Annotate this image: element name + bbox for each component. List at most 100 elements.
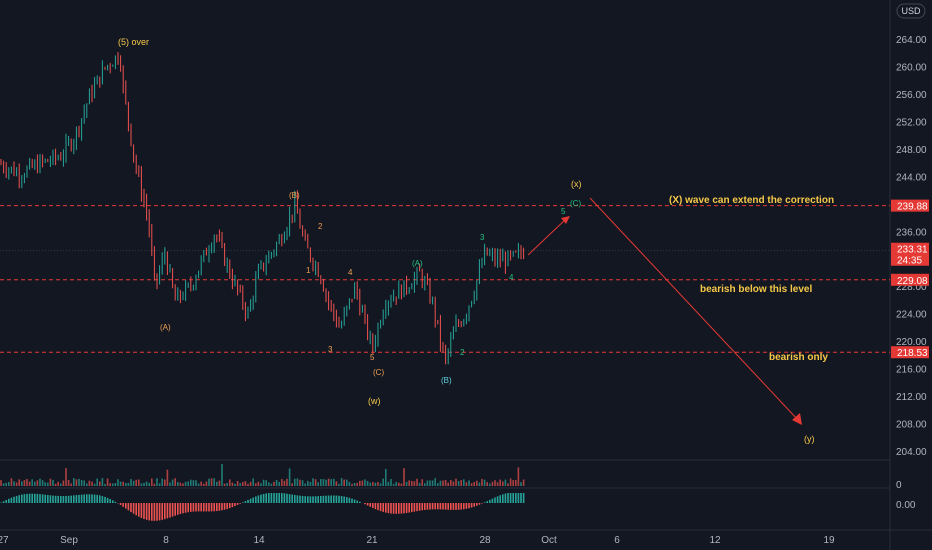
price-tick-label: 248.00 (896, 145, 927, 156)
oscillator-bar (312, 496, 314, 503)
oscillator-bar (242, 502, 244, 503)
price-tick-label: 224.00 (896, 310, 927, 321)
oscillator-bar (390, 503, 392, 514)
price-tag-label: 233.31 (897, 245, 928, 256)
support-resistance-levels (0, 205, 890, 353)
oscillator-bar (457, 503, 460, 510)
volume-bar (398, 482, 400, 486)
volume-bar (122, 481, 124, 486)
volume-bar (130, 479, 132, 486)
oscillator-bar (273, 493, 275, 503)
annotation-wave-5: 5 (370, 353, 375, 362)
oscillator-bar (67, 495, 70, 503)
oscillator-bar (2, 501, 5, 503)
price-tag-label: 24:35 (897, 256, 922, 267)
volume-bar (39, 478, 41, 486)
volume-bar (260, 483, 262, 486)
oscillator-bar (187, 503, 189, 513)
volume-bar (192, 480, 195, 486)
oscillator-bar (200, 503, 202, 512)
oscillator-bar (5, 499, 7, 503)
volume-bar (223, 483, 226, 486)
price-tick-label: 260.00 (896, 62, 927, 73)
price-tick-label: 228.00 (896, 282, 927, 293)
oscillator-bar (405, 503, 408, 513)
volume-bar (161, 478, 163, 486)
oscillator-bar (190, 503, 192, 512)
annotation-wave-5-green: 5 (561, 207, 566, 216)
price-tag-label: 229.08 (897, 276, 928, 287)
volume-bar (34, 481, 36, 486)
price-tick-label: 212.00 (896, 392, 927, 403)
volume-bar (429, 480, 431, 486)
volume-bar (70, 483, 72, 486)
oscillator-bar (15, 495, 18, 503)
oscillator-bar (366, 503, 369, 506)
annotation-wave-2: 2 (318, 222, 323, 231)
projection-arrow-down-icon (792, 413, 802, 425)
volume-bar (335, 481, 338, 486)
oscillator-bar (101, 496, 104, 503)
volume-bar (190, 479, 192, 486)
oscillator-bar (470, 503, 473, 508)
volume-bar (15, 482, 18, 486)
volume-bar (18, 479, 20, 486)
oscillator-bar (494, 497, 496, 503)
volume-bar (515, 479, 517, 486)
oscillator-bar (41, 494, 44, 503)
volume-bar (504, 479, 507, 486)
volume-bar (304, 483, 306, 486)
volume-bar (112, 483, 114, 486)
annotation-A-orange: (A) (160, 323, 171, 332)
oscillator-bar (327, 495, 330, 503)
volume-bar (249, 481, 252, 486)
oscillator-bar (275, 493, 278, 503)
oscillator-bar (429, 503, 431, 510)
annotation-five-over: (5) over (118, 37, 149, 47)
oscillator-bar (377, 503, 379, 511)
volume-bar (450, 479, 452, 486)
oscillator-bar (520, 493, 522, 503)
volume-bar (8, 481, 10, 486)
oscillator-bar (431, 503, 434, 510)
volume-bar (442, 480, 444, 486)
oscillator-bar (281, 493, 283, 503)
oscillator-bar (114, 501, 117, 503)
volume-bar (145, 481, 148, 486)
volume-bar (494, 480, 496, 486)
oscillator-bar (413, 503, 416, 512)
volume-bar (476, 480, 478, 486)
annotation-wave-1: 1 (306, 266, 311, 275)
annotation-A-green: (A) (412, 259, 423, 268)
volume-bar (195, 480, 197, 486)
volume-bar (275, 480, 278, 486)
oscillator-bar (99, 495, 101, 503)
oscillator-bar (270, 493, 273, 503)
volume-bar (356, 482, 358, 486)
oscillator-bar (278, 493, 280, 503)
volume-bar (60, 483, 62, 486)
oscillator-axis-label: 0.00 (896, 500, 916, 511)
volume-bar (281, 479, 283, 486)
volume-bar (47, 482, 49, 486)
price-tick-label: 208.00 (896, 420, 927, 431)
oscillator-bar (78, 494, 80, 503)
price-tick-label: 220.00 (896, 337, 927, 348)
oscillator-bar (112, 500, 114, 503)
currency-badge[interactable]: USD (896, 3, 926, 19)
volume-bar (387, 481, 390, 486)
oscillator-bar (325, 495, 327, 503)
oscillator-bar (392, 503, 395, 514)
oscillator-bar (444, 503, 447, 510)
time-axis[interactable]: 27 Sep 8 14 21 28 Oct 6 12 19 (0, 535, 835, 546)
volume-bar (242, 482, 244, 486)
oscillator-bar (385, 503, 387, 513)
volume-bar (416, 478, 418, 486)
oscillator-bar (213, 503, 215, 512)
oscillator-bar (153, 503, 156, 521)
oscillator-bar (86, 494, 88, 503)
oscillator-bar (210, 503, 213, 512)
oscillator-bar (369, 503, 371, 507)
volume-bar (239, 483, 241, 486)
